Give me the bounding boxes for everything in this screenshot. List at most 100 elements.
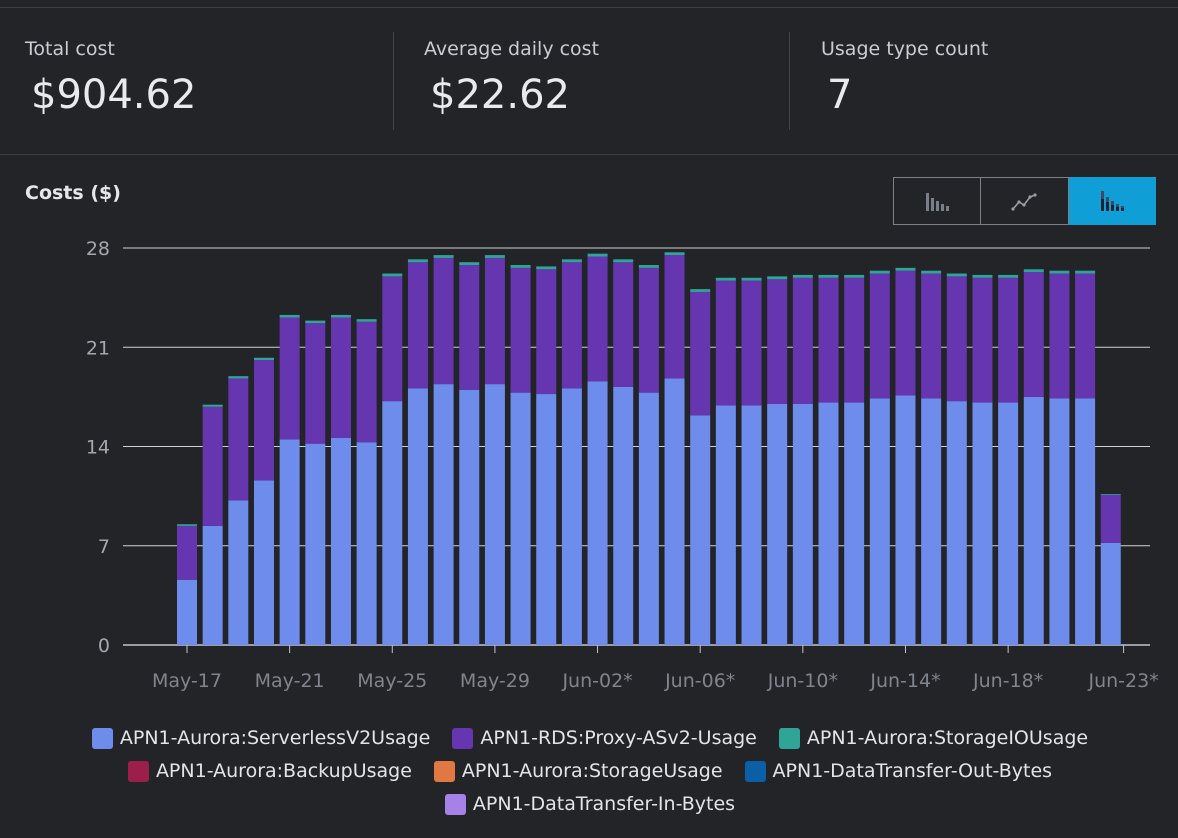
bar-segment[interactable] <box>921 398 942 645</box>
bar-segment[interactable] <box>305 320 326 324</box>
bar-segment[interactable] <box>1100 494 1121 543</box>
bar-segment[interactable] <box>459 265 480 390</box>
bar-segment[interactable] <box>1049 273 1070 399</box>
bar-segment[interactable] <box>587 253 608 257</box>
bar-segment[interactable] <box>536 269 557 395</box>
legend-item[interactable]: APN1-Aurora:BackupUsage <box>127 755 412 788</box>
bar-chart-button[interactable] <box>893 177 982 225</box>
bar-segment[interactable] <box>792 403 813 645</box>
bar-segment[interactable] <box>484 257 505 385</box>
bar-segment[interactable] <box>818 274 839 278</box>
bar-segment[interactable] <box>792 277 813 404</box>
bar-segment[interactable] <box>767 403 788 645</box>
bar-segment[interactable] <box>561 262 582 389</box>
bar-segment[interactable] <box>561 259 582 263</box>
bar-segment[interactable] <box>536 266 557 270</box>
bar-segment[interactable] <box>715 405 736 645</box>
bar-segment[interactable] <box>510 392 531 645</box>
bar-segment[interactable] <box>305 443 326 645</box>
bar-segment[interactable] <box>690 291 711 416</box>
bar-segment[interactable] <box>767 279 788 404</box>
bar-segment[interactable] <box>613 259 634 263</box>
bar-segment[interactable] <box>1049 398 1070 645</box>
stacked-bar-chart-button[interactable] <box>1068 177 1156 225</box>
bar-segment[interactable] <box>946 401 967 645</box>
bar-segment[interactable] <box>433 384 454 645</box>
bar-segment[interactable] <box>253 357 274 361</box>
bar-segment[interactable] <box>510 267 531 393</box>
bar-segment[interactable] <box>972 274 993 278</box>
bar-segment[interactable] <box>279 317 300 440</box>
bar-segment[interactable] <box>279 439 300 645</box>
bar-segment[interactable] <box>330 437 351 645</box>
bar-segment[interactable] <box>1100 493 1121 495</box>
bar-segment[interactable] <box>1075 270 1096 274</box>
bar-segment[interactable] <box>664 252 685 256</box>
bar-segment[interactable] <box>638 267 659 393</box>
bar-segment[interactable] <box>228 500 249 645</box>
bar-segment[interactable] <box>330 317 351 438</box>
bar-segment[interactable] <box>177 579 197 645</box>
bar-segment[interactable] <box>664 255 685 379</box>
legend-item[interactable]: APN1-Aurora:ServerlessV2Usage <box>91 722 430 755</box>
bar-segment[interactable] <box>177 524 197 526</box>
bar-segment[interactable] <box>279 314 300 318</box>
bar-segment[interactable] <box>253 360 274 481</box>
line-chart-button[interactable] <box>981 177 1069 225</box>
bar-segment[interactable] <box>638 265 659 268</box>
bar-segment[interactable] <box>459 262 480 266</box>
bar-segment[interactable] <box>356 442 377 645</box>
bar-segment[interactable] <box>561 388 582 645</box>
bar-segment[interactable] <box>869 398 890 645</box>
bar-segment[interactable] <box>1023 269 1044 273</box>
bar-segment[interactable] <box>587 381 608 645</box>
bar-segment[interactable] <box>869 273 890 399</box>
bar-segment[interactable] <box>998 402 1019 645</box>
bar-segment[interactable] <box>818 277 839 403</box>
bar-segment[interactable] <box>613 386 634 645</box>
bar-segment[interactable] <box>305 323 326 444</box>
bar-segment[interactable] <box>613 262 634 387</box>
bar-segment[interactable] <box>433 257 454 385</box>
bar-segment[interactable] <box>690 415 711 645</box>
bar-segment[interactable] <box>767 276 788 280</box>
bar-segment[interactable] <box>382 273 403 277</box>
legend-item[interactable]: APN1-RDS:Proxy-ASv2-Usage <box>452 722 757 755</box>
bar-segment[interactable] <box>510 265 531 268</box>
bar-segment[interactable] <box>330 314 351 318</box>
bar-segment[interactable] <box>1023 396 1044 645</box>
bar-segment[interactable] <box>921 270 942 274</box>
bar-segment[interactable] <box>382 276 403 402</box>
legend-item[interactable]: APN1-Aurora:StorageUsage <box>433 755 723 788</box>
bar-segment[interactable] <box>1075 398 1096 645</box>
bar-segment[interactable] <box>1049 270 1070 274</box>
bar-segment[interactable] <box>407 262 428 389</box>
bar-segment[interactable] <box>741 405 762 645</box>
bar-segment[interactable] <box>844 277 865 403</box>
bar-segment[interactable] <box>202 404 223 407</box>
bar-segment[interactable] <box>382 401 403 645</box>
bar-segment[interactable] <box>407 388 428 645</box>
bar-segment[interactable] <box>972 402 993 645</box>
bar-segment[interactable] <box>536 394 557 645</box>
bar-segment[interactable] <box>869 270 890 274</box>
bar-segment[interactable] <box>818 402 839 645</box>
bar-segment[interactable] <box>202 525 223 645</box>
bar-segment[interactable] <box>1100 542 1121 645</box>
bar-segment[interactable] <box>1075 273 1096 399</box>
legend-item[interactable]: APN1-DataTransfer-In-Bytes <box>444 788 735 821</box>
bar-segment[interactable] <box>792 274 813 278</box>
bar-segment[interactable] <box>946 276 967 402</box>
bar-segment[interactable] <box>946 273 967 277</box>
bar-segment[interactable] <box>202 406 223 526</box>
bar-segment[interactable] <box>715 280 736 406</box>
bar-segment[interactable] <box>638 392 659 645</box>
bar-segment[interactable] <box>356 321 377 443</box>
bar-segment[interactable] <box>741 280 762 406</box>
bar-segment[interactable] <box>690 289 711 292</box>
bar-segment[interactable] <box>253 480 274 645</box>
bar-segment[interactable] <box>459 389 480 645</box>
bar-segment[interactable] <box>433 255 454 258</box>
bar-segment[interactable] <box>177 525 197 580</box>
bar-segment[interactable] <box>972 277 993 403</box>
